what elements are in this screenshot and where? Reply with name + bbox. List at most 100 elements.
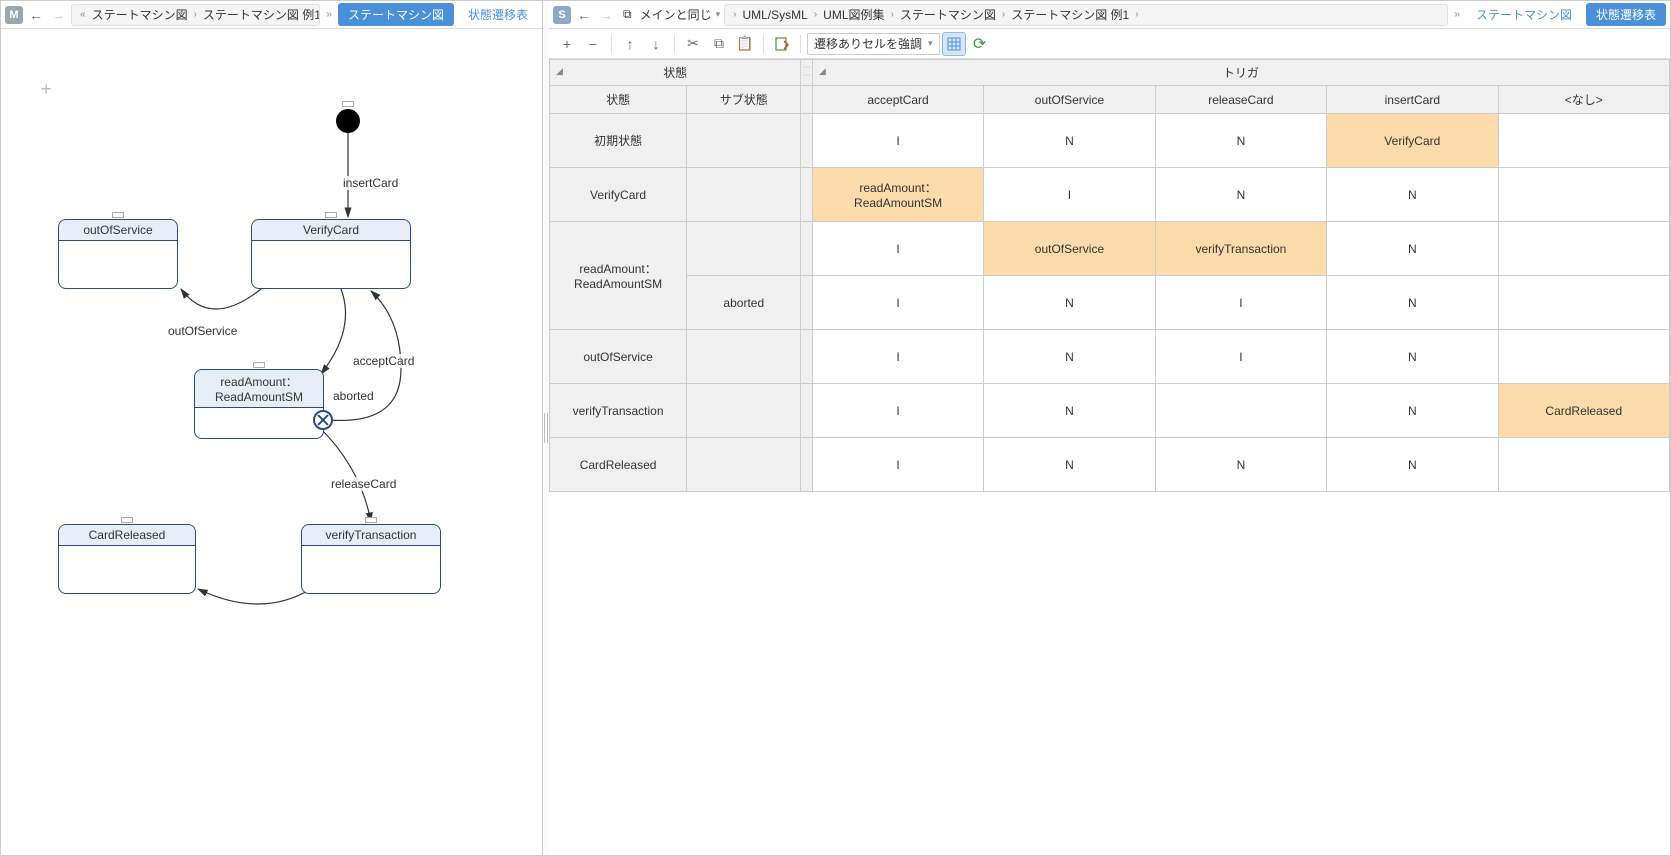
col-state[interactable]: 状態 [550, 86, 687, 114]
state-cell[interactable]: verifyTransaction [550, 384, 687, 438]
move-up-button[interactable]: ↑ [618, 32, 642, 56]
transition-cell[interactable] [1155, 384, 1326, 438]
transition-cell[interactable]: I [1155, 330, 1326, 384]
nav-back[interactable]: ← [575, 6, 593, 24]
transition-table[interactable]: ◢ 状態 ⋮⋮ ◢ トリガ 状態 サブ状態 acceptCard [549, 59, 1670, 855]
transition-cell[interactable]: I [1155, 276, 1326, 330]
substate-cell[interactable] [687, 330, 801, 384]
state-cardreleased[interactable]: CardReleased [58, 524, 196, 594]
state-outofservice[interactable]: outOfService [58, 219, 178, 289]
table-row[interactable]: outOfServiceININ [550, 330, 1670, 384]
edge-label[interactable]: aborted [331, 389, 376, 403]
transition-cell[interactable]: N [984, 330, 1155, 384]
paste-button[interactable]: 📋 [733, 32, 757, 56]
nav-forward[interactable]: → [49, 6, 67, 24]
state-cell[interactable]: 初期状態 [550, 114, 687, 168]
node-handle[interactable] [365, 517, 377, 523]
state-readamount[interactable]: readAmount： ReadAmountSM [194, 369, 324, 439]
table-row[interactable]: VerifyCardreadAmount： ReadAmountSMINN [550, 168, 1670, 222]
table-row[interactable]: 初期状態INNVerifyCard [550, 114, 1670, 168]
transition-cell[interactable]: N [984, 438, 1155, 492]
table-row[interactable]: CardReleasedINNN [550, 438, 1670, 492]
tab-diagram[interactable]: ステートマシン図 [1466, 3, 1582, 26]
transition-cell[interactable]: N [1327, 384, 1498, 438]
cut-button[interactable]: ✂ [681, 32, 705, 56]
transition-cell[interactable] [1498, 438, 1669, 492]
substate-cell[interactable] [687, 114, 801, 168]
transition-cell[interactable] [1498, 330, 1669, 384]
transition-cell[interactable] [1498, 168, 1669, 222]
transition-cell[interactable]: N [1155, 168, 1326, 222]
initial-state-node[interactable] [336, 109, 360, 133]
chevron-left-icon[interactable]: « [78, 9, 88, 20]
breadcrumb-item[interactable]: ステートマシン図 [92, 6, 188, 23]
transition-cell[interactable]: I [984, 168, 1155, 222]
transition-cell[interactable]: I [812, 276, 983, 330]
column-drag-handle[interactable]: ⋮⋮ [801, 60, 812, 86]
tab-transition-table[interactable]: 状態遷移表 [1586, 3, 1666, 26]
breadcrumb-item[interactable]: ステートマシン図 例1 [203, 6, 320, 23]
transition-cell[interactable]: N [1327, 438, 1498, 492]
transition-cell[interactable] [1498, 276, 1669, 330]
state-verifytransaction[interactable]: verifyTransaction [301, 524, 441, 594]
nav-back[interactable]: ← [27, 6, 45, 24]
breadcrumb-item[interactable]: UML/SysML [742, 8, 807, 22]
node-handle[interactable] [325, 212, 337, 218]
col-trigger[interactable]: insertCard [1327, 86, 1498, 114]
substate-cell[interactable] [687, 168, 801, 222]
nav-forward[interactable]: → [597, 6, 615, 24]
group-header-trigger[interactable]: ◢ トリガ [812, 60, 1669, 86]
transition-cell[interactable]: CardReleased [1498, 384, 1669, 438]
state-cell[interactable]: VerifyCard [550, 168, 687, 222]
edge-label[interactable]: insertCard [341, 176, 400, 190]
collapse-icon[interactable]: ◢ [819, 66, 826, 77]
col-substate[interactable]: サブ状態 [687, 86, 801, 114]
transition-cell[interactable]: N [1327, 276, 1498, 330]
transition-cell[interactable]: N [984, 276, 1155, 330]
state-cell[interactable]: CardReleased [550, 438, 687, 492]
sync-label[interactable]: メインと同じ [640, 6, 712, 23]
transition-cell[interactable]: N [1155, 114, 1326, 168]
node-handle[interactable] [121, 517, 133, 523]
sync-icon[interactable]: ⧉ [623, 7, 632, 22]
right-breadcrumb[interactable]: › UML/SysML › UML図例集 › ステートマシン図 › ステートマシ… [724, 4, 1448, 26]
node-handle[interactable] [112, 212, 124, 218]
node-handle[interactable] [253, 362, 265, 368]
remove-button[interactable]: − [581, 32, 605, 56]
table-row[interactable]: readAmount： ReadAmountSMIoutOfServicever… [550, 222, 1670, 276]
column-drag-handle[interactable] [801, 86, 812, 114]
node-handle[interactable] [342, 101, 354, 107]
left-breadcrumb[interactable]: « ステートマシン図 › ステートマシン図 例1 › [71, 4, 320, 26]
transition-cell[interactable] [1498, 222, 1669, 276]
chevron-right-icon[interactable]: » [1452, 9, 1462, 20]
edge-label[interactable]: acceptCard [351, 354, 416, 368]
transition-cell[interactable]: I [812, 114, 983, 168]
breadcrumb-item[interactable]: ステートマシン図 例1 [1011, 6, 1129, 23]
chevron-right-icon[interactable]: » [324, 9, 334, 20]
table-row[interactable]: verifyTransactionINNCardReleased [550, 384, 1670, 438]
refresh-button[interactable]: ⟳ [968, 32, 992, 56]
state-cell[interactable]: outOfService [550, 330, 687, 384]
copy-button[interactable]: ⧉ [707, 32, 731, 56]
transition-cell[interactable]: N [1327, 330, 1498, 384]
transition-cell[interactable]: N [1155, 438, 1326, 492]
breadcrumb-item[interactable]: UML図例集 [823, 6, 884, 23]
highlight-mode-dropdown[interactable]: 遷移ありセルを強調 ▾ [807, 33, 940, 55]
transition-cell[interactable]: N [1327, 168, 1498, 222]
transition-cell[interactable]: I [812, 330, 983, 384]
edge-label[interactable]: releaseCard [329, 477, 398, 491]
collapse-icon[interactable]: ◢ [556, 66, 563, 77]
move-down-button[interactable]: ↓ [644, 32, 668, 56]
transition-cell[interactable]: N [984, 114, 1155, 168]
substate-cell[interactable] [687, 222, 801, 276]
col-trigger[interactable]: outOfService [984, 86, 1155, 114]
edge-label[interactable]: outOfService [166, 324, 239, 338]
tab-diagram[interactable]: ステートマシン図 [338, 3, 454, 26]
substate-cell[interactable]: aborted [687, 276, 801, 330]
tab-transition-table[interactable]: 状態遷移表 [458, 3, 538, 26]
state-cell[interactable]: readAmount： ReadAmountSM [550, 222, 687, 330]
table-row[interactable]: abortedININ [550, 276, 1670, 330]
transition-cell[interactable]: N [1327, 222, 1498, 276]
col-trigger[interactable]: releaseCard [1155, 86, 1326, 114]
transition-cell[interactable]: I [812, 438, 983, 492]
